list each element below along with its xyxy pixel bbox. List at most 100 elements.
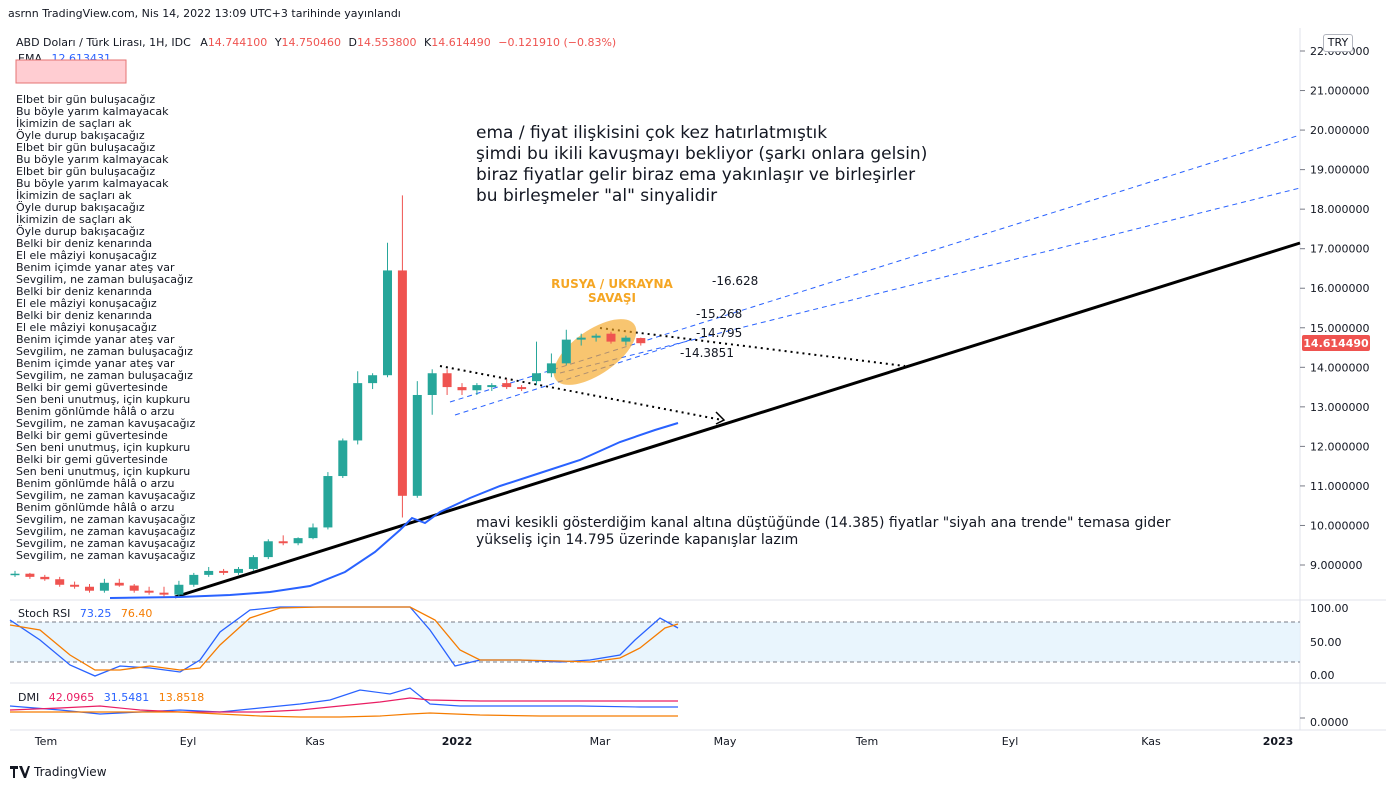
y-tick-label: 12.000000 (1310, 440, 1370, 453)
war-label-2: SAVAŞI (588, 291, 636, 305)
main-trend-line (174, 241, 1301, 599)
dmi-pane: DMI 42.0965 31.5481 13.8518 0.0000 (9, 687, 1349, 729)
level-label: -15.268 (696, 307, 742, 321)
y-tick-label: 13.000000 (1310, 401, 1370, 414)
candle-body (397, 270, 407, 496)
notes-layer: ema / fiyat ilişkisini çok kez hatırlatm… (476, 123, 1171, 548)
candle-body (248, 557, 258, 569)
stoch-d: 76.40 (121, 607, 153, 620)
lyric-line: Sen beni unutmuş, için kupkuru (16, 465, 190, 478)
candle-body (457, 387, 467, 391)
candle-body (159, 592, 169, 595)
close-value: 14.614490 (431, 36, 491, 49)
candle-body (323, 476, 333, 528)
candle-body (129, 585, 139, 591)
lyric-line: Elbet bir gün buluşacağız (16, 93, 155, 106)
lyric-line: Sevgilim, ne zaman kavuşacağız (16, 537, 195, 550)
stoch-rsi-pane: Stoch RSI 73.25 76.40 100.00 50.00 0.00 (9, 602, 1349, 682)
lyric-line: Benim içimde yanar ateş var (16, 357, 175, 370)
channel-middle-line (559, 187, 1301, 374)
stoch-legend: Stoch RSI 73.25 76.40 (18, 607, 152, 620)
candle-body (383, 270, 392, 376)
lyric-line: Elbet bir gün buluşacağız (16, 141, 155, 154)
y-tick-label: 14.000000 (1310, 361, 1370, 374)
lyric-line: Sevgilim, ne zaman buluşacağız (16, 369, 193, 382)
x-tick-label: Eyl (1002, 735, 1019, 748)
lyric-line: Benim gönlümde hâlâ o arzu (16, 405, 174, 418)
candle-body (353, 383, 363, 441)
candle-body (263, 541, 273, 558)
x-tick-label: Kas (305, 735, 325, 748)
dmi-v2: 31.5481 (104, 691, 150, 704)
dmi-label: DMI (18, 691, 39, 704)
stoch-k: 73.25 (80, 607, 112, 620)
y-tick-label: 10.000000 (1310, 519, 1370, 532)
drawings-layer (109, 134, 1301, 599)
x-tick-label: Kas (1141, 735, 1161, 748)
lyric-line: Sevgilim, ne zaman kavuşacağız (16, 417, 195, 430)
lyric-line: Sevgilim, ne zaman buluşacağız (16, 345, 193, 358)
note-bottom-line: yükseliş için 14.795 üzerinde kapanışlar… (476, 532, 798, 548)
lyric-line: Belki bir deniz kenarında (16, 309, 152, 322)
dmi-v1: 42.0965 (49, 691, 95, 704)
candle-body (487, 385, 497, 388)
candle-body (144, 590, 154, 593)
war-label-1: RUSYA / UKRAYNA (551, 277, 673, 291)
y-tick-label: 20.000000 (1310, 124, 1370, 137)
lyric-line: İkimizin de saçları ak (16, 213, 132, 226)
candle-body (636, 338, 646, 344)
candle-body (338, 440, 348, 477)
note-top-line: şimdi bu ikili kavuşmayı bekliyor (şarkı… (476, 144, 927, 164)
lyric-line: Sevgilim, ne zaman kavuşacağız (16, 513, 195, 526)
currency-tag[interactable]: TRY (1323, 34, 1353, 52)
dotted-line-upper (599, 327, 906, 367)
candle-body (174, 584, 184, 595)
dmi-tick: 0.0000 (1310, 716, 1349, 729)
candle-body (621, 337, 631, 342)
note-top-line: biraz fiyatlar gelir biraz ema yakınlaşı… (476, 165, 915, 185)
open-label: A (200, 36, 208, 49)
lyric-line: Sevgilim, ne zaman kavuşacağız (16, 549, 195, 562)
time-axis: Tem Eyl Kas 2022 Mar May Tem Eyl Kas 2023 (34, 735, 1293, 748)
published-line: asrnn TradingView.com, Nis 14, 2022 13:0… (8, 7, 401, 20)
y-tick-label: 17.000000 (1310, 243, 1370, 256)
stoch-d-line (9, 606, 679, 671)
candle-body (576, 337, 586, 340)
candle-body (278, 541, 288, 544)
lyric-line: Belki bir gemi güvertesinde (16, 453, 168, 466)
symbol-text: ABD Doları / Türk Lirası, 1H, IDC (16, 36, 191, 49)
lyric-line: Öyle durup bakışacağız (16, 225, 145, 238)
candle-body (189, 574, 199, 585)
lyric-line: Benim içimde yanar ateş var (16, 333, 175, 346)
candle-body (427, 373, 437, 395)
candle-body (114, 582, 124, 586)
low-label: D (349, 36, 357, 49)
x-tick-label: May (714, 735, 737, 748)
lyric-line: Bu böyle yarım kalmayacak (16, 153, 169, 166)
candle-body (55, 579, 65, 585)
y-tick-label: 18.000000 (1310, 203, 1370, 216)
candle-body (293, 538, 303, 544)
candle-body (561, 339, 571, 364)
close-label: K (424, 36, 432, 49)
arrow-head (715, 411, 726, 425)
candle-body (219, 570, 229, 573)
level-label: -14.795 (696, 326, 742, 340)
candle-body (591, 335, 601, 338)
lyric-line: Sen beni unutmuş, için kupkuru (16, 441, 190, 454)
chart-header: ABD Doları / Türk Lirası, 1H, IDC A14.74… (16, 36, 616, 49)
candle-body (368, 375, 378, 384)
x-tick-label: Tem (34, 735, 57, 748)
candle-body (442, 373, 452, 388)
lyric-line: İkimizin de saçları ak (16, 189, 132, 202)
lyric-line: Benim gönlümde hâlâ o arzu (16, 501, 174, 514)
high-label: Y (274, 36, 282, 49)
candle-body (502, 383, 512, 388)
candle-body (308, 527, 318, 539)
y-tick-label: 19.000000 (1310, 164, 1370, 177)
candle-body (70, 584, 80, 587)
open-value: 14.744100 (208, 36, 268, 49)
y-tick-label: 16.000000 (1310, 282, 1370, 295)
